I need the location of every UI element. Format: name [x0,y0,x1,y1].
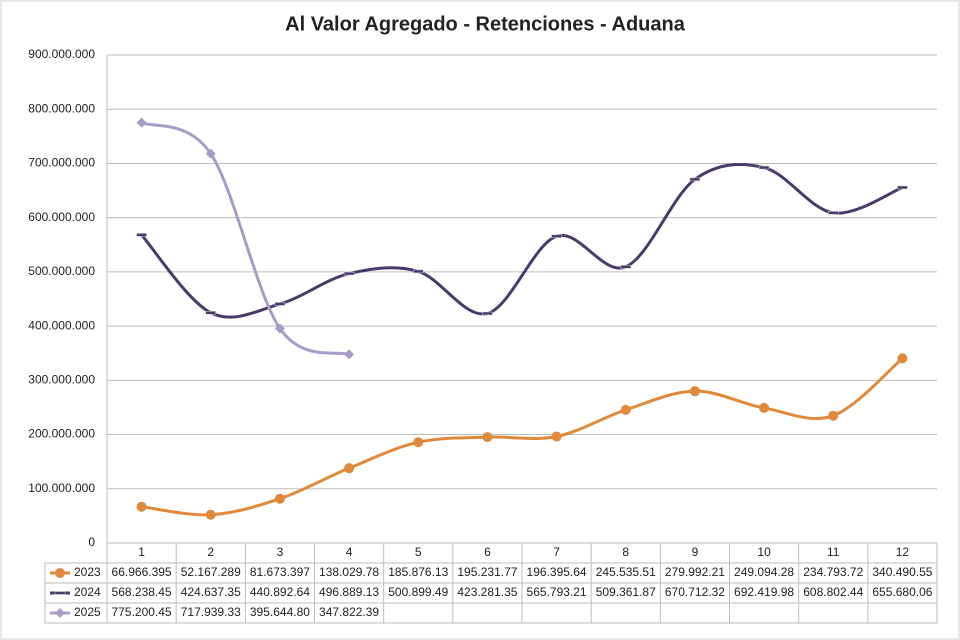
table-value: 279.992.21 [665,565,725,579]
table-value: 424.637.35 [181,585,241,599]
table-value: 395.644.80 [250,605,310,619]
marker [55,568,65,578]
y-tick-label: 500.000.000 [28,264,95,278]
y-tick-label: 700.000.000 [28,156,95,170]
y-tick-label: 400.000.000 [28,318,95,332]
y-tick-label: 100.000.000 [28,481,95,495]
marker [689,177,701,182]
table-value: 568.238.45 [112,585,172,599]
y-tick-label: 600.000.000 [28,210,95,224]
series-line [141,357,904,517]
marker [828,410,839,421]
marker [205,509,216,520]
legend-label: 2023 [74,565,101,579]
marker [413,437,424,448]
marker [274,302,286,306]
table-value: 423.281.35 [457,585,517,599]
table-value: 66.966.395 [112,565,172,579]
marker [551,234,562,238]
table-value: 245.535.51 [596,565,656,579]
marker [828,211,839,215]
marker [344,349,355,360]
x-tick-label: 7 [553,545,560,559]
x-tick-label: 1 [138,545,145,559]
y-tick-label: 300.000.000 [28,373,95,387]
x-tick-label: 10 [757,545,771,559]
x-tick-label: 12 [896,545,910,559]
x-tick-label: 5 [415,545,422,559]
chart-title: Al Valor Agregado - Retenciones - Aduana [285,13,686,35]
table-value: 52.167.289 [181,565,241,579]
y-tick-label: 900.000.000 [28,47,95,61]
table-value: 81.673.397 [250,565,310,579]
x-tick-label: 6 [484,545,491,559]
marker [136,233,147,237]
table-value: 509.361.87 [596,585,656,599]
table-value: 347.822.39 [319,605,379,619]
table-value: 440.892.64 [250,585,310,599]
x-tick-label: 3 [277,545,284,559]
marker [136,501,147,512]
series-line [140,121,350,356]
marker [205,148,216,159]
table-value: 608.802.44 [803,585,863,599]
x-tick-label: 11 [827,545,840,559]
table-value: 655.680.06 [872,585,932,599]
marker [482,311,493,316]
marker [55,608,65,618]
table-value: 185.876.13 [388,565,448,579]
marker [274,323,285,334]
marker [620,404,631,415]
table-value: 717.939.33 [181,605,241,619]
marker [689,386,700,397]
y-tick-label: 200.000.000 [28,427,95,441]
marker [413,269,424,274]
legend-label: 2025 [74,605,101,619]
table-value: 340.490.55 [872,565,932,579]
marker [759,402,770,413]
table-value: 496.889.13 [319,585,379,599]
table-value: 196.395.64 [527,565,587,579]
marker [620,265,631,269]
marker [758,165,770,170]
marker [897,353,908,364]
table-value: 195.231.77 [457,565,517,579]
marker [344,463,355,474]
x-tick-label: 9 [692,545,699,559]
table-value: 670.712.32 [665,585,725,599]
x-tick-label: 2 [207,545,214,559]
table-value: 234.793.72 [803,565,863,579]
marker [54,591,66,595]
table-value: 692.419.98 [734,585,794,599]
table-value: 249.094.28 [734,565,794,579]
marker [274,493,285,504]
marker [343,271,355,276]
x-tick-label: 8 [622,545,629,559]
table-value: 565.793.21 [527,585,587,599]
marker [482,432,493,443]
marker [551,431,562,442]
table-value: 775.200.45 [112,605,172,619]
marker [205,311,216,315]
y-tick-label: 800.000.000 [28,101,95,115]
marker [136,117,147,128]
marker [897,185,908,190]
table-value: 138.029.78 [319,565,379,579]
legend-label: 2024 [74,585,101,599]
table-value: 500.899.49 [388,585,448,599]
y-tick-label: 0 [88,535,95,549]
x-tick-label: 4 [346,545,353,559]
